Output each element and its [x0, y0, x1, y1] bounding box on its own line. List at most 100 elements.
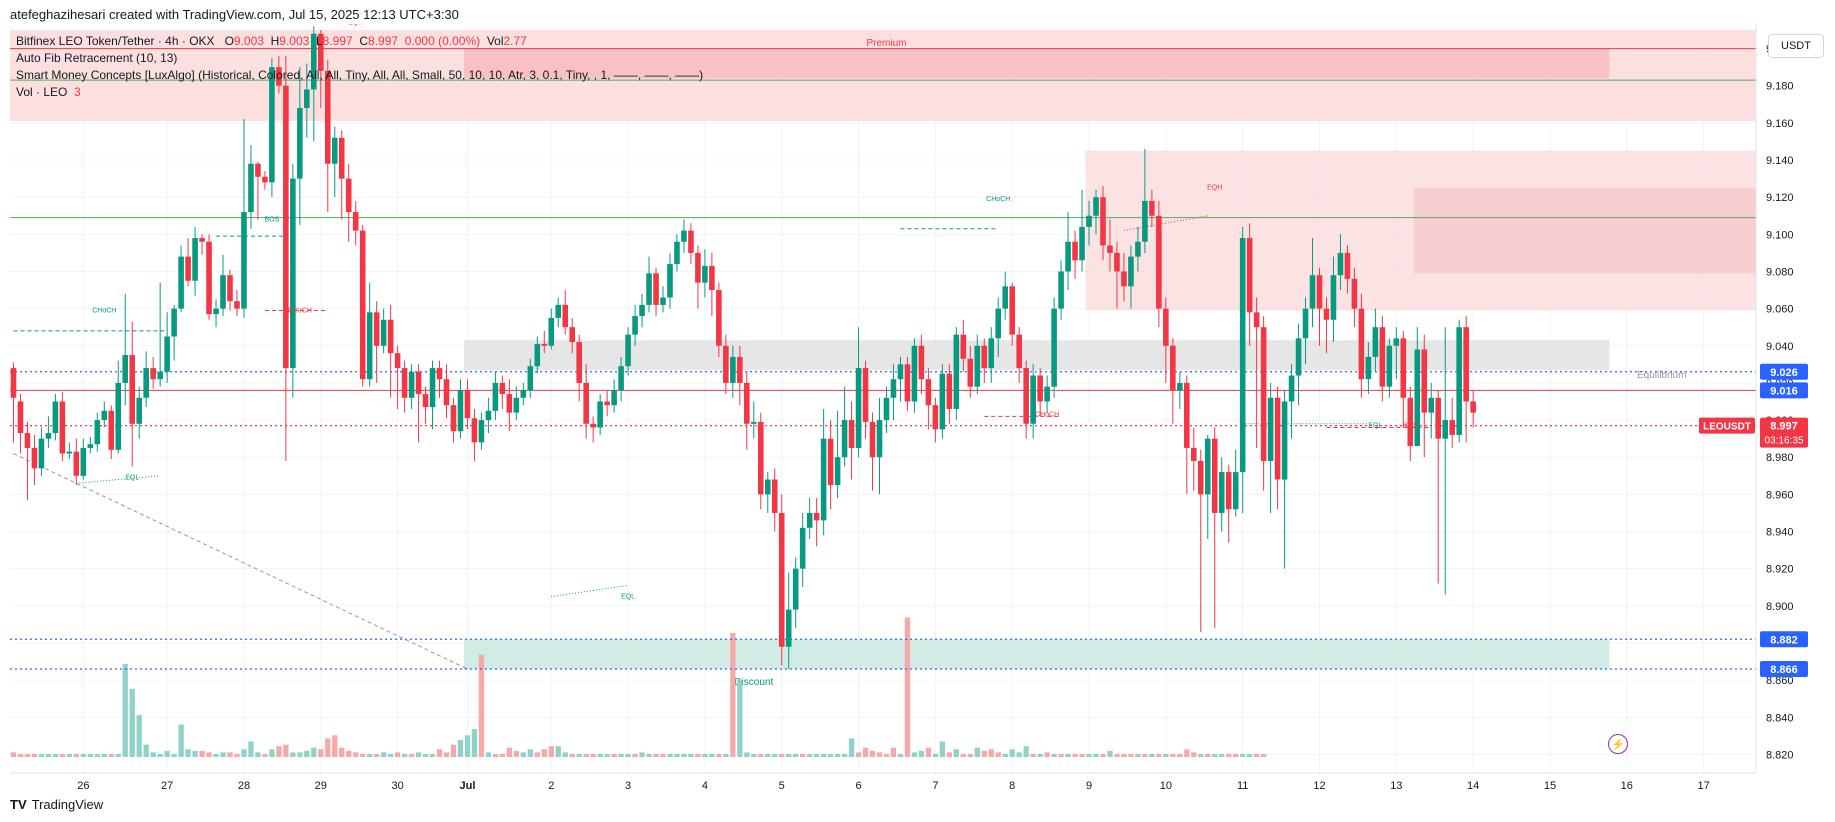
- candle-body: [185, 256, 191, 281]
- candle-body: [66, 451, 73, 454]
- price-badge-text: 9.026: [1770, 367, 1798, 379]
- time-tick-label: 17: [1697, 780, 1709, 790]
- candle-body: [827, 438, 834, 486]
- volume-bar: [1219, 753, 1225, 757]
- time-tick-label: 9: [1086, 780, 1092, 790]
- candle-body: [709, 265, 715, 291]
- time-tick-label: 14: [1467, 780, 1479, 790]
- candle-body: [716, 290, 722, 346]
- volume-bar: [73, 753, 80, 757]
- legend-fib-indicator[interactable]: Auto Fib Retracement (10, 13): [16, 51, 178, 65]
- smc-label: BOS: [1403, 423, 1418, 430]
- candle-body: [429, 368, 436, 408]
- time-tick-label: 5: [779, 780, 785, 790]
- eql-line: [76, 475, 161, 484]
- candle-body: [1428, 397, 1435, 413]
- volume-bar: [143, 744, 149, 757]
- candle-body: [611, 390, 617, 406]
- candle-body: [101, 410, 108, 421]
- volume-bar: [171, 753, 177, 757]
- candle-body: [471, 418, 478, 443]
- smc-label: EQL: [125, 475, 139, 482]
- change-value: 0.000 (0.00%): [404, 34, 481, 48]
- candle-body: [925, 379, 932, 406]
- candle-body: [157, 371, 163, 380]
- time-tick-label: 8: [1009, 780, 1015, 790]
- candle-body: [604, 401, 610, 406]
- candle-body: [1044, 386, 1050, 402]
- volume-bar: [1212, 753, 1218, 757]
- candle-body: [129, 355, 136, 424]
- candle-body: [436, 368, 443, 380]
- candle-body: [324, 70, 331, 164]
- volume-bar: [1253, 753, 1260, 757]
- price-badge-text: 9.016: [1770, 385, 1798, 397]
- candle-body: [597, 401, 603, 428]
- tradingview-logo[interactable]: TV TradingView: [10, 797, 103, 812]
- volume-bar: [457, 739, 464, 757]
- volume-bar: [1198, 753, 1204, 757]
- volume-bar: [576, 753, 582, 757]
- current-price-text: 8.997: [1770, 421, 1798, 433]
- volume-bar: [513, 750, 519, 757]
- volume-bar: [625, 753, 631, 757]
- lightning-icon[interactable]: ⚡: [1608, 734, 1628, 754]
- candle-body: [401, 368, 408, 398]
- candle-body: [136, 397, 142, 424]
- candle-body: [1086, 215, 1092, 227]
- candle-body: [527, 366, 534, 391]
- volume-bar: [17, 753, 24, 757]
- volume-bar: [772, 753, 778, 757]
- volume-bar: [199, 750, 205, 757]
- volume-bar: [1128, 753, 1134, 757]
- candle-body: [548, 317, 555, 346]
- time-axis[interactable]: 26 27 28 29 30 Jul 2 3 4 5 6 7 8 9 10 11 12 13 14 15 16 17: [10, 772, 1756, 790]
- candle-body: [1218, 472, 1225, 513]
- candle-body: [311, 33, 317, 90]
- candle-body: [1023, 368, 1029, 424]
- volume-bar: [429, 753, 436, 757]
- candle-body: [702, 265, 708, 283]
- candle-body: [38, 438, 45, 469]
- legend-volume-indicator[interactable]: Vol · LEO 3: [16, 85, 81, 99]
- candle-body: [799, 527, 806, 569]
- volume-bar: [904, 617, 911, 757]
- price-tick-label: 8.960: [1766, 489, 1794, 501]
- volume-bar: [108, 753, 114, 757]
- volume-bar: [492, 753, 499, 757]
- volume-bar: [485, 752, 492, 757]
- volume-bar: [841, 753, 848, 757]
- candle-body: [94, 420, 101, 445]
- currency-button[interactable]: USDT: [1768, 34, 1824, 58]
- candle-body: [806, 512, 813, 528]
- countdown-text: 03:16:35: [1765, 436, 1804, 447]
- price-chart[interactable]: Premium Equilibrium Discount EQH BOS CHoCH CH…: [0, 24, 1835, 790]
- smc-labels: EQH BOS CHoCH CHoCH EQL EQL CHoCH EQH CHoCH EQL BO…: [92, 24, 1418, 600]
- candle-body: [625, 334, 631, 367]
- candle-body: [764, 479, 771, 495]
- candle-body: [10, 368, 17, 398]
- zone-premium-ob-3: [1413, 187, 1756, 274]
- candle-body: [820, 438, 827, 521]
- volume-bar: [443, 752, 450, 757]
- legend-symbol-row[interactable]: Bitfinex LEO Token/Tether · 4h · OKX O9.…: [16, 34, 527, 48]
- volume-bar: [45, 753, 52, 757]
- candle-body: [164, 336, 170, 372]
- candle-body: [737, 356, 743, 383]
- candle-body: [1449, 420, 1455, 435]
- volume-bar: [1177, 753, 1183, 757]
- brand-name: TradingView: [31, 797, 104, 812]
- volume-bar: [1163, 753, 1169, 757]
- candle-body: [1204, 438, 1211, 495]
- candle-body: [813, 512, 820, 521]
- candle-body: [562, 304, 569, 328]
- volume-bar: [660, 753, 666, 757]
- price-tick-label: 8.820: [1766, 749, 1794, 761]
- candle-body: [1156, 215, 1162, 309]
- volume-bar: [178, 724, 184, 757]
- volume-bar: [751, 753, 757, 757]
- candle-body: [171, 308, 177, 337]
- candle-body: [297, 108, 303, 179]
- legend-smc-indicator[interactable]: Smart Money Concepts [LuxAlgo] (Historic…: [16, 68, 704, 82]
- candle-body: [1337, 252, 1344, 276]
